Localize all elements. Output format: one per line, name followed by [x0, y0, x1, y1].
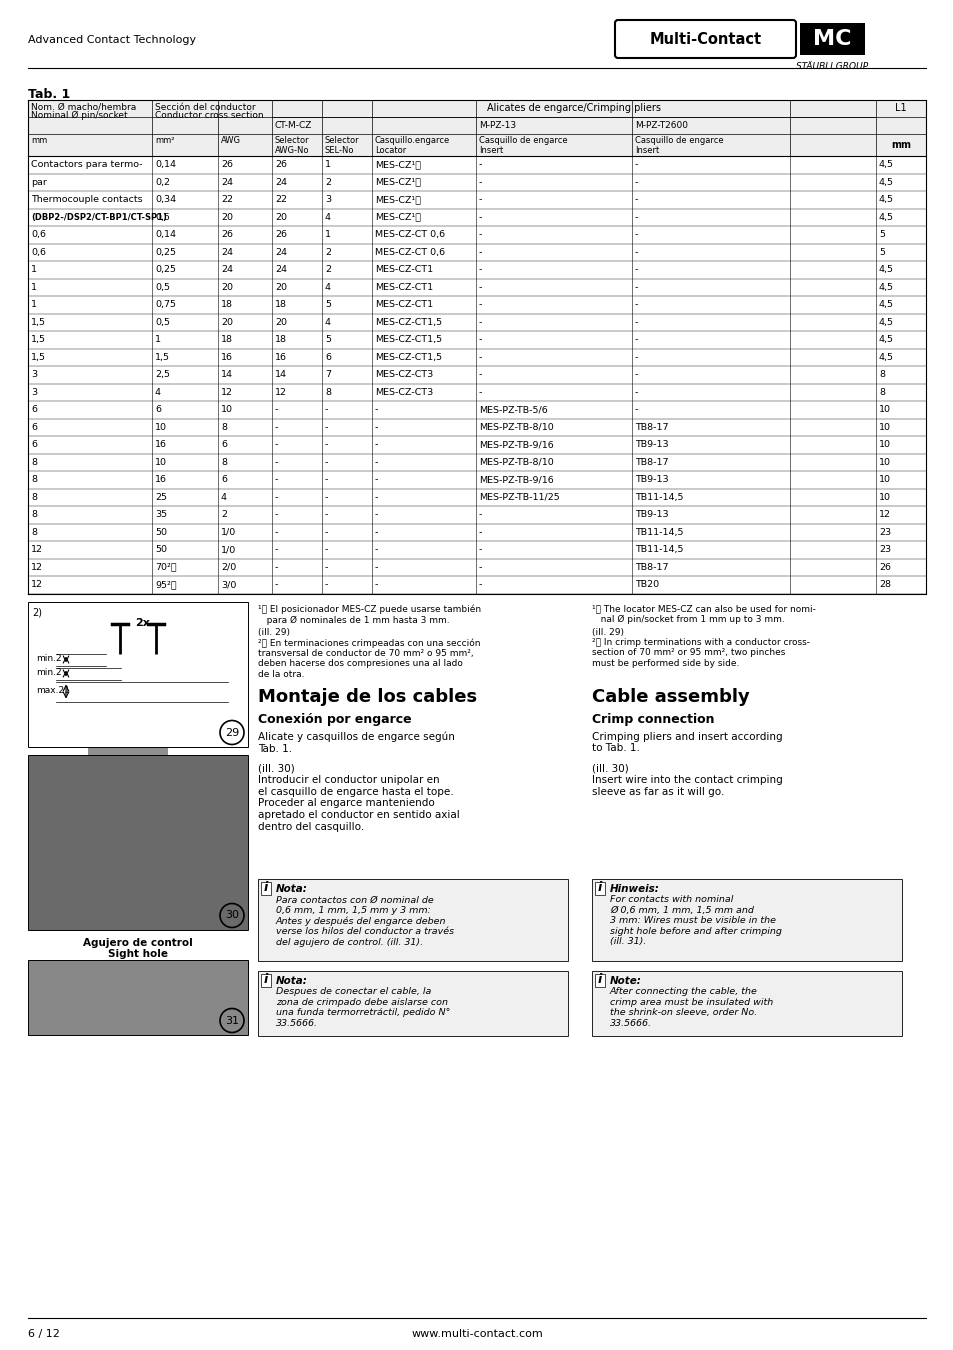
Text: Nota:: Nota: [275, 976, 308, 986]
Text: -: - [635, 161, 638, 169]
Text: -: - [478, 335, 482, 344]
Text: 6: 6 [30, 405, 37, 414]
Text: 10: 10 [221, 405, 233, 414]
Text: 1: 1 [154, 335, 161, 344]
Bar [33, 964, 243, 1030]
Text: -: - [478, 528, 482, 537]
Text: -: - [478, 231, 482, 239]
Text: 8: 8 [325, 387, 331, 397]
Text: -: - [325, 528, 328, 537]
Text: 20: 20 [221, 317, 233, 327]
Text: MES-CZ-CT1: MES-CZ-CT1 [375, 300, 433, 309]
Bar [595, 973, 604, 987]
Text: -: - [635, 282, 638, 292]
Text: 0,25: 0,25 [154, 248, 175, 256]
Text: 0,6: 0,6 [30, 248, 46, 256]
Text: 1/0: 1/0 [221, 545, 236, 555]
Text: -: - [375, 440, 378, 450]
Text: MES-PZ-TB-9/16: MES-PZ-TB-9/16 [478, 475, 553, 485]
Text: MES-PZ-TB-9/16: MES-PZ-TB-9/16 [478, 440, 553, 450]
Text: 26: 26 [274, 231, 287, 239]
Text: -: - [325, 475, 328, 485]
Text: Para contactos con Ø nominal de
0,6 mm, 1 mm, 1,5 mm y 3 mm:
Antes y después del: Para contactos con Ø nominal de 0,6 mm, … [275, 895, 454, 946]
Text: 8: 8 [30, 458, 37, 467]
Bar [800, 23, 864, 55]
Text: TB8-17: TB8-17 [635, 563, 668, 572]
Text: 18: 18 [274, 300, 287, 309]
Text: 2/0: 2/0 [221, 563, 236, 572]
Text: L1: L1 [894, 103, 906, 113]
Text: 8: 8 [221, 458, 227, 467]
Text: -: - [325, 405, 328, 414]
Text: Advanced Contact Technology: Advanced Contact Technology [28, 35, 196, 45]
Text: -: - [375, 493, 378, 502]
Text: 8: 8 [30, 493, 37, 502]
Text: TB8-17: TB8-17 [635, 423, 668, 432]
Text: -: - [274, 545, 278, 555]
Text: -: - [635, 300, 638, 309]
Text: Cable assembly: Cable assembly [592, 687, 749, 706]
Text: 6: 6 [30, 423, 37, 432]
Text: 26: 26 [274, 161, 287, 169]
Text: 22: 22 [221, 196, 233, 204]
Text: 2: 2 [325, 248, 331, 256]
Text: MES-CZ¹⧸: MES-CZ¹⧸ [375, 161, 420, 169]
Text: 4,5: 4,5 [878, 335, 893, 344]
Text: 8: 8 [221, 423, 227, 432]
Text: 30: 30 [225, 910, 239, 921]
Text: i: i [264, 973, 268, 985]
Bar [28, 602, 248, 747]
Text: MES-CZ-CT 0,6: MES-CZ-CT 0,6 [375, 248, 445, 256]
Text: Thermocouple contacts: Thermocouple contacts [30, 196, 143, 204]
Text: 24: 24 [221, 265, 233, 274]
Text: 22: 22 [274, 196, 287, 204]
Text: -: - [274, 493, 278, 502]
Text: MES-CZ-CT1,5: MES-CZ-CT1,5 [375, 352, 441, 362]
Text: MES-CZ-CT 0,6: MES-CZ-CT 0,6 [375, 231, 445, 239]
Text: MES-PZ-TB-8/10: MES-PZ-TB-8/10 [478, 423, 553, 432]
Text: -: - [375, 545, 378, 555]
Text: -: - [375, 510, 378, 520]
Bar [48, 653, 228, 670]
Text: 4,5: 4,5 [878, 196, 893, 204]
Text: 8: 8 [30, 475, 37, 485]
Text: CT-M-CZ: CT-M-CZ [274, 120, 312, 130]
Text: Selector
SEL-No: Selector SEL-No [325, 136, 359, 155]
Text: 0,5: 0,5 [154, 317, 170, 327]
Text: -: - [375, 458, 378, 467]
Text: Hinweis:: Hinweis: [609, 883, 659, 894]
Bar [28, 960, 248, 1034]
Text: 26: 26 [221, 161, 233, 169]
Text: -: - [478, 213, 482, 221]
Text: 14: 14 [274, 370, 287, 379]
Text: TB9-13: TB9-13 [635, 475, 668, 485]
Text: Alicate y casquillos de engarce según
Tab. 1.: Alicate y casquillos de engarce según Ta… [257, 732, 455, 753]
Text: Nominal Ø pin/socket: Nominal Ø pin/socket [30, 111, 128, 120]
Text: MES-CZ-CT1: MES-CZ-CT1 [375, 282, 433, 292]
Text: par: par [30, 178, 47, 186]
Text: STÄUBLI GROUP: STÄUBLI GROUP [795, 62, 867, 72]
Text: 12: 12 [30, 545, 43, 555]
Text: -: - [635, 178, 638, 186]
Text: 12: 12 [30, 563, 43, 572]
Text: 20: 20 [221, 282, 233, 292]
Bar [592, 879, 901, 960]
Text: TB20: TB20 [635, 580, 659, 589]
Text: Sección del conductor: Sección del conductor [154, 103, 255, 112]
Text: 7: 7 [325, 370, 331, 379]
Text: 6: 6 [30, 440, 37, 450]
Text: 4,5: 4,5 [878, 317, 893, 327]
Bar [257, 879, 567, 960]
Text: -: - [635, 213, 638, 221]
Text: 24: 24 [274, 178, 287, 186]
Text: 12: 12 [274, 387, 287, 397]
Text: 18: 18 [221, 335, 233, 344]
Text: 20: 20 [274, 282, 287, 292]
Text: 10: 10 [154, 423, 167, 432]
Text: 6: 6 [221, 440, 227, 450]
Bar [261, 882, 271, 895]
Text: -: - [635, 317, 638, 327]
Text: M-PZ-13: M-PZ-13 [478, 120, 516, 130]
Text: (ill. 29)
²⧸ En terminaciones crimpeadas con una sección
transversal de conducto: (ill. 29) ²⧸ En terminaciones crimpeadas… [257, 628, 480, 679]
Text: 28: 28 [878, 580, 890, 589]
